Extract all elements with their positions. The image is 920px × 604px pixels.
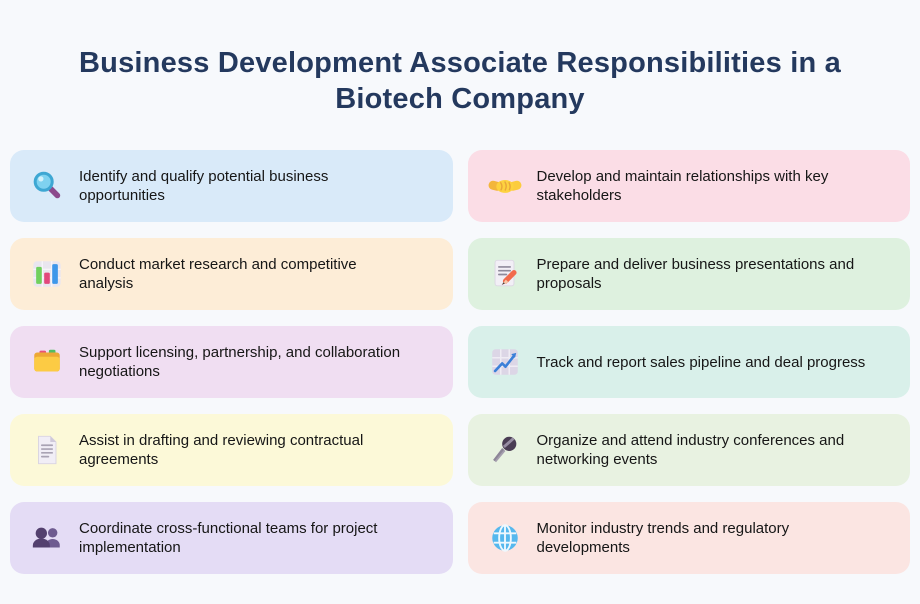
- card-text: Track and report sales pipeline and deal…: [536, 353, 866, 371]
- memo-pencil-icon: [488, 257, 522, 291]
- cards-grid: Identify and qualify potential business …: [10, 150, 910, 574]
- card-text: Support licensing, partnership, and coll…: [79, 344, 401, 380]
- card: Organize and attend industry conferences…: [467, 414, 910, 486]
- card: Monitor industry trends and regulatory d…: [467, 502, 910, 574]
- card: Identify and qualify potential business …: [10, 150, 453, 222]
- card: Conduct market research and competitive …: [10, 238, 453, 310]
- bar-chart-icon: [30, 257, 64, 291]
- card-text: Assist in drafting and reviewing contrac…: [79, 432, 364, 468]
- card: Prepare and deliver business presentatio…: [467, 238, 910, 310]
- card-text: Develop and maintain relationships with …: [536, 168, 829, 204]
- page-title: Business Development Associate Responsib…: [79, 47, 841, 115]
- card-text: Prepare and deliver business presentatio…: [536, 256, 855, 292]
- card-index-dividers-icon: [30, 345, 64, 379]
- card: Support licensing, partnership, and coll…: [10, 326, 453, 398]
- magnifying-glass-icon: [30, 169, 64, 203]
- card-text: Organize and attend industry conferences…: [536, 432, 845, 468]
- card-text: Coordinate cross-functional teams for pr…: [79, 520, 378, 556]
- card-text: Conduct market research and competitive …: [79, 256, 357, 292]
- card: Develop and maintain relationships with …: [467, 150, 910, 222]
- chart-increasing-icon: [488, 345, 522, 379]
- globe-icon: [488, 521, 522, 555]
- card-text: Identify and qualify potential business …: [79, 168, 329, 204]
- page-facing-up-icon: [30, 433, 64, 467]
- card: Assist in drafting and reviewing contrac…: [10, 414, 453, 486]
- card-text: Monitor industry trends and regulatory d…: [536, 520, 790, 556]
- microphone-icon: [488, 433, 522, 467]
- card: Coordinate cross-functional teams for pr…: [10, 502, 453, 574]
- card: Track and report sales pipeline and deal…: [467, 326, 910, 398]
- busts-in-silhouette-icon: [30, 521, 64, 555]
- handshake-icon: [488, 169, 522, 203]
